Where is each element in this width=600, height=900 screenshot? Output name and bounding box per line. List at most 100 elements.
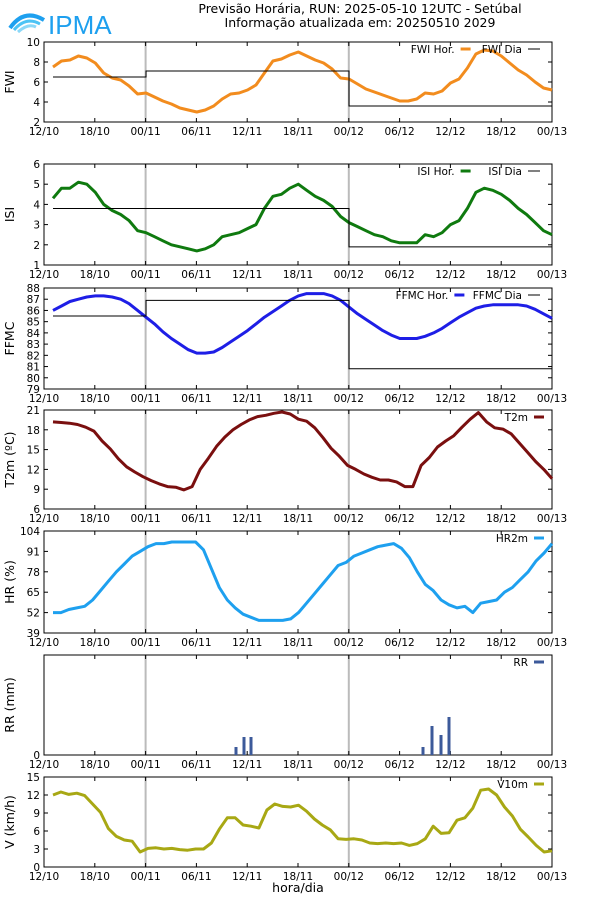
x-tick-label: 18/10: [80, 126, 110, 138]
y-axis-label: HR (%): [2, 560, 17, 604]
x-tick-label: 06/12: [384, 513, 414, 525]
panel-t2m: 12/10 18/10 00/11 06/11 12/11 18/11 00/12 06/12…: [2, 405, 567, 525]
x-tick-label: 12/12: [435, 871, 465, 883]
x-tick-label: 06/12: [384, 269, 414, 281]
y-tick-label: 0: [33, 750, 40, 762]
series-line: [52, 410, 554, 492]
panel-ffmc: 12/10 18/10 00/11 06/11 12/11 18/11 00/12 06/12…: [2, 283, 567, 405]
panel-v10m: 12/10 18/10 00/11 06/11 12/11 18/11 00/12 06/12…: [2, 772, 567, 883]
x-tick-label: 18/11: [283, 759, 313, 771]
y-tick-label: 52: [27, 608, 40, 620]
x-tick-label: 12/12: [435, 393, 465, 405]
x-tick-label: 18/12: [486, 126, 516, 138]
y-tick-label: 82: [27, 350, 40, 362]
x-tick-label: 12/10: [29, 126, 59, 138]
rr-bar: [421, 747, 425, 755]
legend-label: T2m: [504, 412, 528, 424]
step-line: [53, 70, 552, 107]
x-tick-label: 00/13: [537, 759, 567, 771]
x-tick-label: 00/11: [130, 759, 160, 771]
x-tick-label: 00/12: [334, 269, 364, 281]
x-tick-label: 12/11: [232, 513, 262, 525]
rr-bar: [249, 737, 253, 755]
y-tick-label: 65: [27, 587, 40, 599]
x-tick-label: 06/11: [181, 637, 211, 649]
y-axis-label: FWI: [2, 70, 17, 93]
x-tick-label: 18/12: [486, 637, 516, 649]
x-tick-label: 00/13: [537, 637, 567, 649]
y-axis-label: ISI: [2, 207, 17, 222]
legend-label: V10m: [497, 779, 528, 791]
x-tick-label: 00/12: [334, 871, 364, 883]
y-tick-label: 18: [27, 425, 40, 437]
x-tick-label: 00/12: [334, 513, 364, 525]
x-tick-label: 00/11: [130, 871, 160, 883]
y-tick-label: 21: [27, 405, 40, 417]
y-tick-label: 10: [27, 37, 40, 49]
x-tick-label: 18/11: [283, 126, 313, 138]
x-tick-label: 18/10: [80, 759, 110, 771]
rr-bar: [439, 735, 443, 755]
legend-label: RR: [513, 657, 528, 669]
x-axis-label: hora/dia: [272, 880, 324, 895]
x-tick-label: 18/11: [283, 637, 313, 649]
x-tick-label: 12/12: [435, 637, 465, 649]
y-tick-label: 15: [27, 772, 40, 784]
x-tick-label: 12/11: [232, 269, 262, 281]
y-tick-label: 86: [27, 305, 41, 317]
panel-isi: 12/10 18/10 00/11 06/11 12/11 18/11 00/12 06/12…: [2, 159, 567, 281]
legend-label: ISI Hor.: [417, 166, 454, 178]
y-tick-label: 2: [33, 117, 40, 129]
legend-label: HR2m: [496, 533, 528, 545]
y-tick-label: 87: [27, 294, 40, 306]
y-tick-label: 5: [33, 179, 40, 191]
x-tick-label: 00/12: [334, 393, 364, 405]
y-tick-label: 4: [33, 97, 40, 109]
x-tick-label: 18/10: [80, 871, 110, 883]
y-tick-label: 2: [33, 240, 40, 252]
y-tick-label: 84: [27, 328, 41, 340]
x-tick-label: 12/10: [29, 269, 59, 281]
step-line: [53, 207, 552, 248]
legend-label: FWI Dia: [482, 44, 522, 56]
x-tick-label: 00/13: [537, 871, 567, 883]
x-tick-label: 18/11: [283, 393, 313, 405]
y-tick-label: 78: [27, 567, 40, 579]
x-tick-label: 00/11: [130, 513, 160, 525]
x-tick-label: 06/12: [384, 637, 414, 649]
series-line: [51, 180, 553, 253]
x-tick-label: 12/11: [232, 393, 262, 405]
y-tick-label: 6: [33, 504, 40, 516]
plot-frame: [43, 287, 553, 390]
x-tick-label: 00/11: [130, 637, 160, 649]
y-tick-label: 0: [33, 862, 40, 874]
x-tick-label: 00/12: [334, 637, 364, 649]
y-tick-label: 8: [33, 57, 40, 69]
x-tick-label: 18/11: [283, 871, 313, 883]
x-tick-label: 00/11: [130, 269, 160, 281]
x-tick-label: 12/12: [435, 269, 465, 281]
y-tick-label: 3: [33, 220, 40, 232]
y-tick-label: 79: [27, 384, 40, 396]
y-tick-label: 3: [33, 844, 40, 856]
x-tick-label: 00/13: [537, 126, 567, 138]
x-tick-label: 12/11: [232, 126, 262, 138]
y-tick-label: 81: [27, 362, 40, 374]
x-tick-label: 18/10: [80, 269, 110, 281]
x-tick-label: 12/10: [29, 759, 59, 771]
x-tick-label: 06/12: [384, 871, 414, 883]
panel-hr2m: 12/10 18/10 00/11 06/11 12/11 18/11 00/12 06/12…: [2, 526, 567, 649]
page-title: Previsão Horária, RUN: 2025-05-10 12UTC …: [198, 1, 522, 16]
x-tick-label: 06/12: [384, 759, 414, 771]
y-tick-label: 12: [27, 790, 40, 802]
series-line: [52, 787, 553, 854]
y-tick-label: 6: [33, 826, 40, 838]
plot-frame: [43, 530, 553, 634]
y-tick-label: 80: [27, 373, 40, 385]
x-tick-label: 06/12: [384, 126, 414, 138]
step-line: [53, 299, 552, 370]
ipma-logo-mark: IPMA: [8, 10, 112, 40]
x-tick-label: 18/11: [283, 269, 313, 281]
x-tick-label: 06/11: [181, 513, 211, 525]
